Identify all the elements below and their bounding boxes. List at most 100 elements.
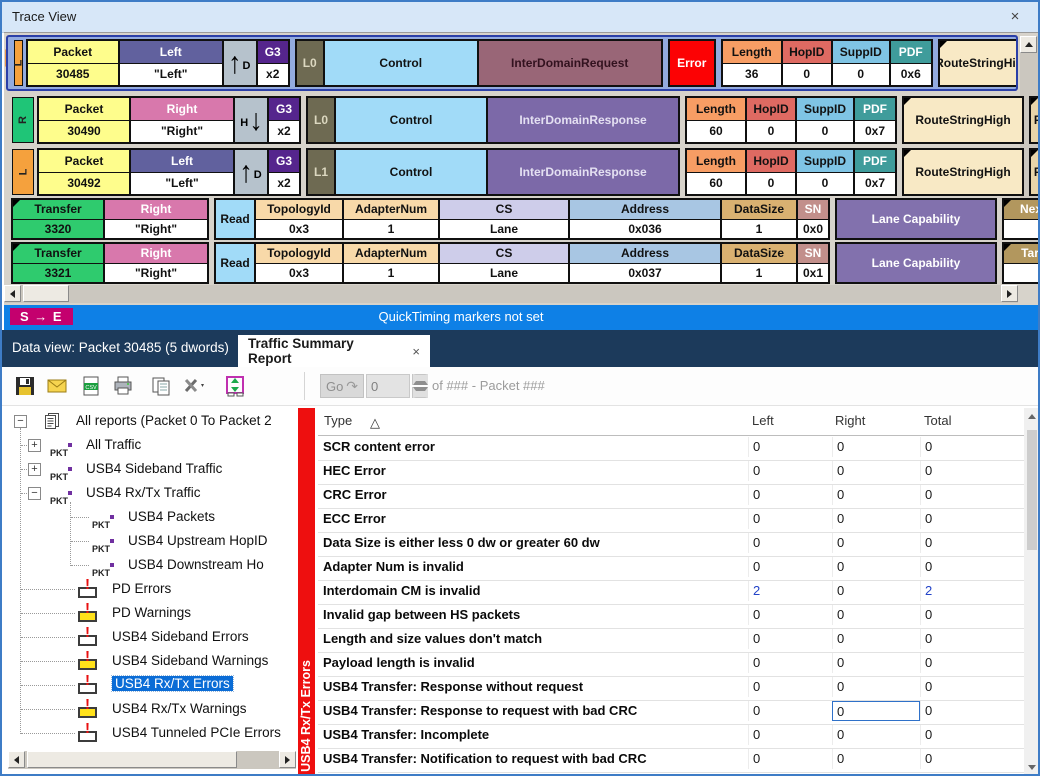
field-sn[interactable]: SN 0x0 [797, 199, 829, 239]
count-cell-left[interactable]: 0 [748, 653, 832, 673]
count-cell-left[interactable]: 0 [748, 533, 832, 553]
field-address[interactable]: Address 0x037 [569, 243, 721, 283]
field-sn[interactable]: SN 0x1 [797, 243, 829, 283]
link-direction-cell[interactable]: H ↓ [234, 97, 268, 143]
tree-horizontal-scrollbar[interactable] [8, 751, 296, 769]
count-cell-total[interactable]: 0 [920, 557, 1008, 577]
field-f[interactable]: F [1030, 97, 1038, 143]
tree-item-usb4-rx-tx-warnings[interactable]: ! USB4 Rx/Tx Warnings [8, 696, 296, 722]
count-cell-right[interactable]: 0 [832, 653, 920, 673]
field-adapternum[interactable]: AdapterNum 1 [343, 243, 439, 283]
packet-trace-area[interactable]: L Packet 30485 Left "Left" ↑ D G3 x2 L0 Control Int… [4, 32, 1038, 306]
count-cell-total[interactable]: 0 [920, 485, 1008, 505]
table-row[interactable]: CRC Error 0 0 0 [318, 484, 1024, 509]
field-address[interactable]: Address 0x036 [569, 199, 721, 239]
field-right[interactable]: Right "Right" [130, 97, 234, 143]
tree-item-usb4-sideband-errors[interactable]: ! USB4 Sideband Errors [8, 624, 296, 650]
field-datasize[interactable]: DataSize 1 [721, 243, 797, 283]
column-header-total[interactable]: Total [924, 413, 952, 428]
field-pdf[interactable]: PDF 0x7 [854, 97, 896, 143]
count-cell-left[interactable]: 2 [748, 581, 832, 601]
table-row[interactable]: USB4 Transfer: Notification to request w… [318, 748, 1024, 773]
field-read[interactable]: Read [215, 199, 255, 239]
count-cell-left[interactable]: 0 [748, 629, 832, 649]
field-control[interactable]: Control [335, 149, 487, 195]
tab-close-icon[interactable]: × [412, 343, 420, 359]
scroll-left-button[interactable] [8, 751, 25, 768]
sort-ascending-icon[interactable]: △ [370, 415, 380, 430]
count-cell-left[interactable]: 0 [748, 461, 832, 481]
field-hopid[interactable]: HopID 0 [781, 40, 832, 86]
count-cell-right[interactable]: 0 [832, 437, 920, 457]
count-cell-right[interactable]: 0 [832, 509, 920, 529]
column-header-type[interactable]: Type [324, 413, 353, 428]
column-header-right[interactable]: Right [835, 413, 866, 428]
field-packet[interactable]: Packet 30492 [38, 149, 130, 195]
field-cs[interactable]: CS Lane [439, 199, 569, 239]
field-next-c[interactable]: Next C [1003, 199, 1038, 239]
field-length[interactable]: Length 60 [686, 97, 746, 143]
tree-item-all-reports-packet-0-to-packet-2[interactable]: − All reports (Packet 0 To Packet 2 [8, 410, 296, 434]
field-interdomainresponse[interactable]: InterDomainResponse [487, 97, 679, 143]
table-row[interactable]: Length and size values don't match 0 0 0 [318, 628, 1024, 653]
scrollbar-thumb[interactable] [1027, 430, 1037, 550]
count-cell-left[interactable]: 0 [748, 437, 832, 457]
count-cell-left[interactable]: 0 [748, 725, 832, 745]
field-length[interactable]: Length 36 [721, 40, 782, 86]
error-summary-table[interactable]: Type △ Left Right Total SCR content error 0 0 0 H… [318, 408, 1024, 774]
email-icon[interactable] [46, 375, 70, 399]
table-row[interactable]: Adapter Num is invalid 0 0 0 [318, 556, 1024, 581]
collapse-toggle-icon[interactable]: − [14, 415, 27, 428]
field-target[interactable]: Target [1003, 243, 1038, 283]
table-row[interactable]: HEC Error 0 0 0 [318, 460, 1024, 485]
count-cell-left[interactable]: 0 [748, 677, 832, 697]
count-cell-left[interactable]: 0 [748, 605, 832, 625]
packet-number-input[interactable] [366, 374, 410, 398]
scrollbar-thumb[interactable] [23, 285, 69, 302]
table-row[interactable]: USB4 Transfer: Response without request 0… [318, 676, 1024, 701]
trace-row-packet[interactable]: Transfer 3321 Right "Right" Read TopologyId 0x… [12, 243, 1038, 283]
tab-traffic-summary-report[interactable]: Traffic Summary Report × [238, 335, 430, 367]
export-csv-icon[interactable]: CSV [80, 375, 104, 399]
tree-item-pd-errors[interactable]: ! PD Errors [8, 576, 296, 602]
field-packet[interactable]: Packet 30485 [26, 40, 119, 86]
tab-data-view[interactable]: Data view: Packet 30485 (5 dwords) [12, 340, 229, 355]
field-left[interactable]: Left "Left" [130, 149, 234, 195]
save-icon[interactable] [14, 375, 38, 399]
field-left[interactable]: Left "Left" [118, 40, 223, 86]
field-pdf[interactable]: PDF 0x7 [854, 149, 896, 195]
print-icon[interactable] [112, 375, 136, 399]
field-lane-capability[interactable]: Lane Capability [836, 199, 996, 239]
column-header-left[interactable]: Left [752, 413, 774, 428]
count-cell-right[interactable]: 0 [832, 677, 920, 697]
field-suppid[interactable]: SuppID 0 [831, 40, 890, 86]
count-cell-right[interactable]: 0 [832, 485, 920, 505]
scroll-left-button[interactable] [4, 285, 21, 302]
tree-item-usb4-tunneled-pcie-errors[interactable]: ! USB4 Tunneled PCIe Errors [8, 720, 296, 746]
trace-row-packet[interactable]: L Packet 30485 Left "Left" ↑ D G3 x2 L0 Control Int… [12, 40, 1016, 86]
field-transfer[interactable]: Transfer 3321 [12, 243, 104, 283]
table-row[interactable]: USB4 Transfer: Incomplete 0 0 0 [318, 724, 1024, 749]
tree-item-usb4-rx-tx-errors[interactable]: ! USB4 Rx/Tx Errors [8, 672, 296, 698]
field-hopid[interactable]: HopID 0 [746, 97, 796, 143]
field-control[interactable]: Control [323, 40, 478, 86]
count-cell-total[interactable]: 0 [920, 437, 1008, 457]
table-vertical-scrollbar[interactable] [1024, 408, 1038, 774]
count-cell-left[interactable]: 0 [748, 749, 832, 769]
field-right[interactable]: Right "Right" [104, 243, 208, 283]
count-cell-total[interactable]: 0 [920, 749, 1008, 769]
expand-toggle-icon[interactable]: + [28, 439, 41, 452]
field-topologyid[interactable]: TopologyId 0x3 [255, 199, 343, 239]
field-right[interactable]: Right "Right" [104, 199, 208, 239]
field-routestringhigh[interactable]: RouteStringHigh [903, 149, 1023, 195]
field-transfer[interactable]: Transfer 3320 [12, 199, 104, 239]
link-direction-cell[interactable]: ↑ D [234, 149, 268, 195]
count-cell-right[interactable]: 0 [832, 749, 920, 769]
field-datasize[interactable]: DataSize 1 [721, 199, 797, 239]
copy-icon[interactable] [150, 375, 174, 399]
scroll-down-button[interactable] [1024, 759, 1038, 774]
count-cell-total[interactable]: 2 [920, 581, 1008, 601]
count-cell-total[interactable]: 0 [920, 509, 1008, 529]
count-cell-left[interactable]: 0 [748, 485, 832, 505]
tree-item-usb4-downstream-ho[interactable]: PKT USB4 Downstream Ho [8, 554, 296, 578]
